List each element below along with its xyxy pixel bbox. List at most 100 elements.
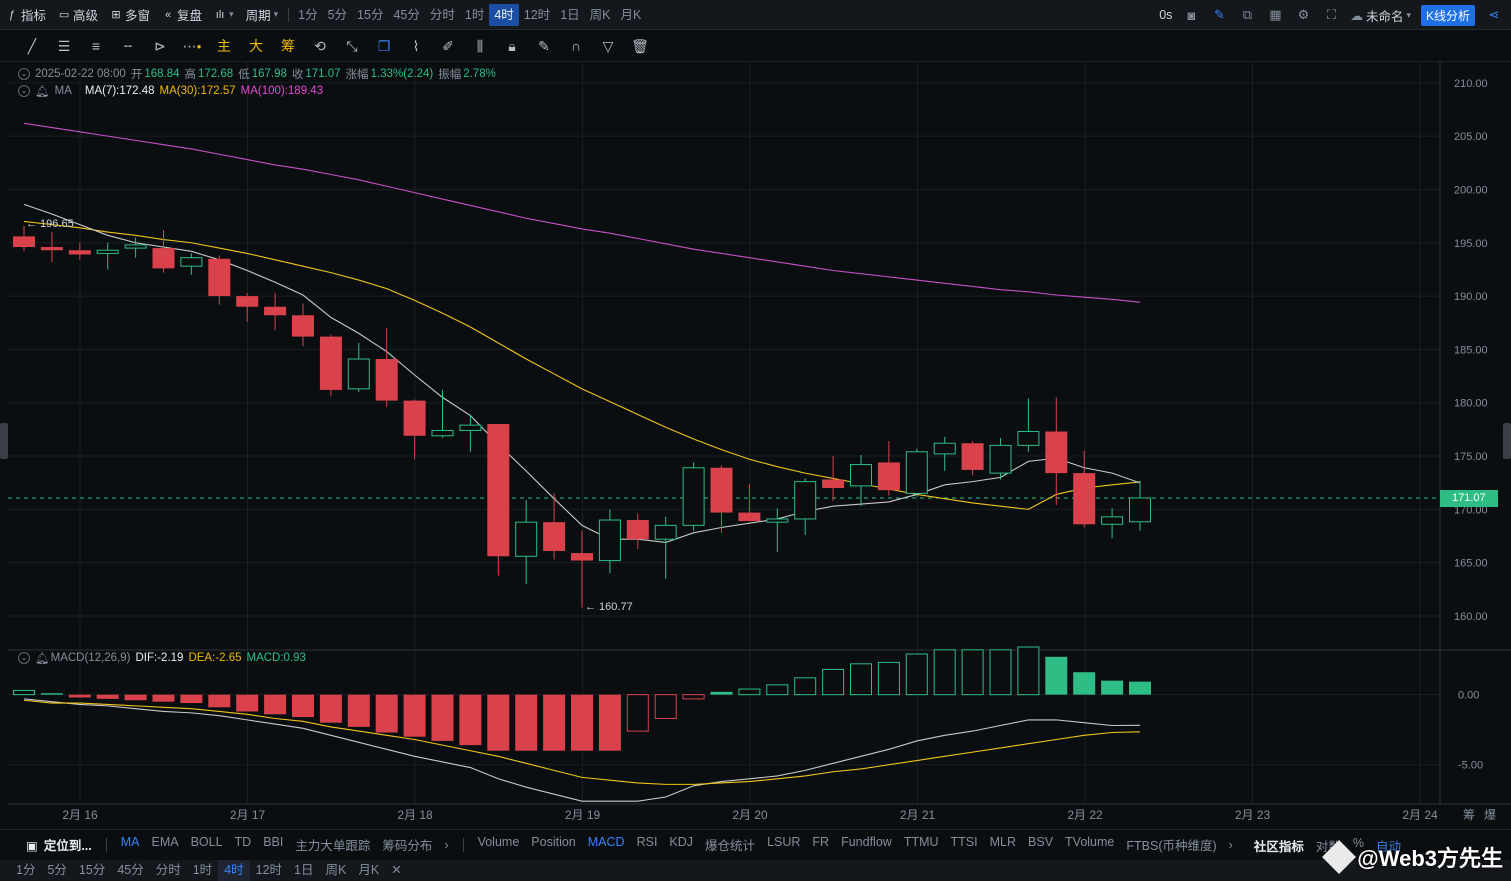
copy-icon[interactable]: ❐	[377, 37, 391, 54]
collapse-icon[interactable]: ⌄	[18, 68, 30, 80]
sub-indicator-13[interactable]: TVolume	[1065, 835, 1115, 849]
bars-icon[interactable]: ⫼	[476, 37, 484, 54]
timeframe-0[interactable]: 1分	[298, 7, 318, 22]
more-icon[interactable]: ⋯ ●	[182, 37, 202, 54]
sub-indicator-4[interactable]: KDJ	[669, 835, 694, 849]
parallel-tool-icon[interactable]: ☰	[57, 37, 71, 54]
timeframe-3[interactable]: 45分	[393, 7, 420, 22]
sub-indicator-1[interactable]: Position	[531, 835, 576, 849]
replay-menu[interactable]: «复盘	[156, 0, 208, 30]
macd-bar	[208, 694, 231, 708]
macd-bar	[654, 694, 677, 719]
edit-icon[interactable]: ✎	[1213, 7, 1225, 22]
main-indicator-0[interactable]: MA	[120, 835, 140, 849]
magnet-icon[interactable]: ∩	[570, 38, 582, 54]
multi-window-menu[interactable]: ⊞ 多窗	[111, 8, 151, 24]
note-icon[interactable]: ✎	[538, 37, 550, 54]
bottom-timeframe-10[interactable]: 月K	[358, 863, 380, 877]
bottom-timeframe-6[interactable]: 4时	[218, 860, 250, 881]
measure-icon[interactable]: ⤡	[346, 37, 358, 54]
trash-icon[interactable]: 🗑︎	[631, 37, 649, 54]
auto-scale-toggle[interactable]: 自动	[1375, 840, 1401, 854]
sub-indicator-3[interactable]: RSI	[636, 835, 658, 849]
timeframe-6[interactable]: 4时	[489, 3, 519, 26]
left-panel-handle[interactable]	[0, 423, 8, 459]
pattern-icon[interactable]: ⊳	[154, 37, 166, 54]
collapse-icon[interactable]: ⌄	[18, 85, 30, 97]
sub-indicator-5[interactable]: 爆仓统计	[705, 839, 756, 853]
sub-indicator-8[interactable]: Fundflow	[841, 835, 892, 849]
timeframe-7[interactable]: 12时	[523, 7, 551, 22]
period-menu[interactable]: 周期 ▾	[245, 9, 279, 23]
compare-icon[interactable]: ⟲	[314, 37, 326, 54]
sub-indicator-10[interactable]: TTSI	[950, 835, 978, 849]
hline-icon[interactable]: ╌	[123, 37, 133, 54]
horizontal-lines-icon[interactable]: ≡	[91, 38, 101, 54]
bottom-timeframe-0[interactable]: 1分	[16, 863, 36, 877]
sub-indicator-11[interactable]: MLR	[989, 835, 1017, 849]
bottom-timeframe-3[interactable]: 45分	[117, 863, 144, 877]
bell-icon[interactable]: 🔔︎	[35, 653, 50, 665]
percent-toggle[interactable]: %	[1352, 836, 1364, 850]
sub-indicator-2[interactable]: MACD	[587, 835, 625, 849]
right-panel-handle[interactable]	[1503, 423, 1511, 459]
bottom-timeframe-2[interactable]: 15分	[78, 863, 106, 877]
main-force-button[interactable]: 主	[217, 38, 231, 54]
line-tool-icon[interactable]: ╱	[27, 37, 37, 54]
timeframe-9[interactable]: 周K	[589, 7, 611, 22]
camera-icon[interactable]: ◙	[1187, 7, 1196, 23]
kline-analysis-button[interactable]: K线分析	[1420, 4, 1475, 26]
candle-body	[40, 247, 63, 251]
collapse-icon[interactable]: ⌄	[18, 652, 30, 664]
advanced-menu[interactable]: ▭ 高级	[58, 8, 99, 24]
sub-indicator-14[interactable]: FTBS(币种维度)	[1126, 839, 1217, 853]
main-indicator-4[interactable]: BBI	[263, 835, 284, 849]
sub-indicator-0[interactable]: Volume	[477, 835, 520, 849]
chevron-right-icon[interactable]: ›	[1228, 837, 1233, 852]
locate-button[interactable]: ▣ 定位到...	[26, 839, 92, 853]
fullscreen-icon[interactable]: ⛶	[1326, 7, 1336, 22]
main-indicator-1[interactable]: EMA	[151, 835, 179, 849]
calculator-icon[interactable]: ▦	[1269, 7, 1282, 22]
dea-line	[23, 699, 1141, 785]
indicator-menu[interactable]: ƒ 指标	[0, 0, 52, 30]
close-icon[interactable]: ✕	[391, 863, 402, 877]
chevron-right-icon[interactable]: ›	[444, 837, 449, 852]
candle-type-button[interactable]: ılı ▾	[208, 0, 240, 30]
lock-icon[interactable]: 🔒︎	[508, 37, 516, 54]
bottom-timeframe-5[interactable]: 1时	[192, 863, 213, 877]
timeframe-5[interactable]: 1时	[464, 7, 485, 22]
layout-selector[interactable]: ☁ 未命名 ▾	[1350, 8, 1411, 24]
bottom-timeframe-7[interactable]: 12时	[255, 863, 283, 877]
sub-indicator-12[interactable]: BSV	[1028, 835, 1054, 849]
sub-indicator-7[interactable]: FR	[812, 835, 830, 849]
timeframe-2[interactable]: 15分	[357, 7, 384, 22]
share-icon[interactable]: ⋖	[1488, 7, 1500, 22]
timeframe-4[interactable]: 分时	[429, 7, 455, 22]
main-indicator-5[interactable]: 主力大单跟踪	[295, 839, 371, 853]
sub-indicator-9[interactable]: TTMU	[903, 835, 939, 849]
gear-icon[interactable]: ⚙	[1297, 7, 1310, 22]
filter-icon[interactable]: ▽	[602, 37, 614, 54]
candlestick-chart[interactable]: 210.00 205.00 200.00 195.00 190.00 185.00 180.…	[0, 62, 1511, 829]
chip-button[interactable]: 筹	[281, 38, 295, 54]
bottom-timeframe-1[interactable]: 5分	[47, 863, 67, 877]
bottom-timeframe-4[interactable]: 分时	[155, 863, 181, 877]
bell-icon[interactable]: 🔔︎	[35, 86, 50, 98]
main-indicator-6[interactable]: 筹码分布	[382, 839, 433, 853]
bottom-timeframe-8[interactable]: 1日	[294, 863, 314, 877]
candle-body	[403, 400, 426, 436]
sub-indicator-6[interactable]: LSUR	[767, 835, 801, 849]
main-indicator-2[interactable]: BOLL	[190, 835, 223, 849]
timeframe-8[interactable]: 1日	[560, 7, 580, 22]
price-tick-label: 185.00	[1454, 344, 1488, 356]
popout-icon[interactable]: ⧉	[1242, 7, 1253, 22]
main-indicator-3[interactable]: TD	[234, 835, 252, 849]
big-order-button[interactable]: 大	[249, 38, 263, 54]
timeframe-10[interactable]: 月K	[620, 7, 642, 22]
timeframe-1[interactable]: 5分	[327, 7, 348, 22]
brush-icon[interactable]: ✐	[442, 37, 454, 54]
bottom-timeframe-9[interactable]: 周K	[325, 863, 347, 877]
ruler-icon[interactable]: ⌇	[412, 37, 420, 54]
community-indicators-link[interactable]: 社区指标	[1253, 840, 1304, 854]
